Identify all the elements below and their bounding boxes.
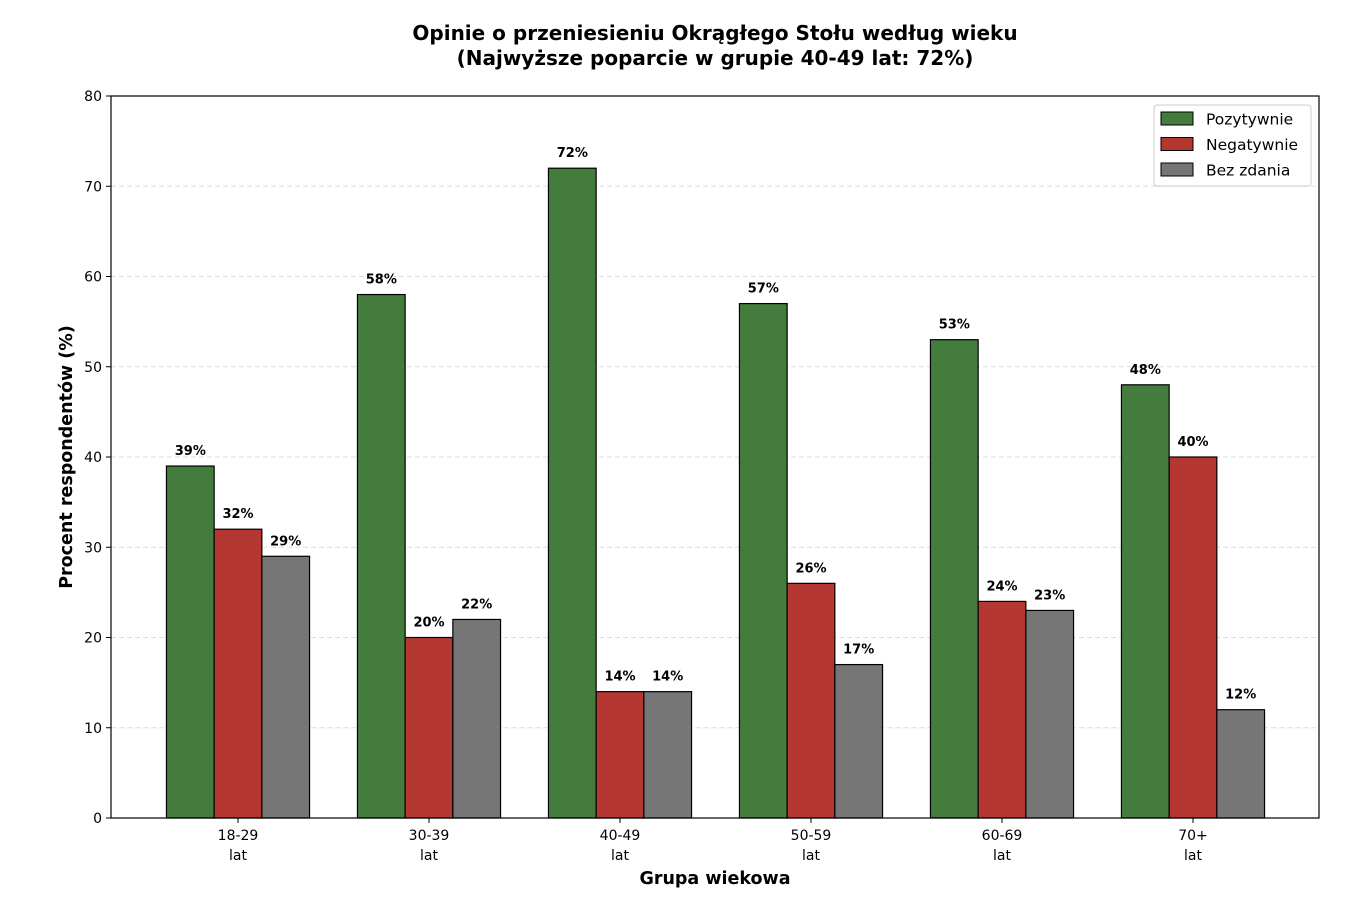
chart-subtitle: (Najwyższe poparcie w grupie 40-49 lat: … xyxy=(457,46,974,70)
x-tick-label-sub: lat xyxy=(993,848,1011,864)
data-label: 23% xyxy=(1034,588,1065,603)
bar-bez-zdania xyxy=(452,618,502,819)
y-tick-label: 80 xyxy=(84,89,102,105)
x-tick-label-sub: lat xyxy=(1184,848,1202,864)
data-label: 58% xyxy=(366,273,397,288)
data-label: 24% xyxy=(986,579,1017,594)
grid-lines xyxy=(111,185,1319,729)
bar-bez-zdania xyxy=(643,691,693,819)
data-label: 12% xyxy=(1225,688,1256,703)
x-tick-label-sub: lat xyxy=(420,848,438,864)
bar-negatywnie xyxy=(404,636,454,819)
y-tick-label: 60 xyxy=(84,270,102,286)
data-label: 32% xyxy=(222,507,253,522)
bar-pozytywnie xyxy=(1120,384,1170,819)
bar-negatywnie xyxy=(1168,456,1218,819)
data-label: 20% xyxy=(413,616,444,631)
x-axis: 18-29 lat 30-39 lat 40-49 lat 50-59 lat 60-69 lat… xyxy=(218,818,1208,864)
x-tick-label: 50-59 xyxy=(791,828,832,844)
legend-label: Negatywnie xyxy=(1206,136,1298,154)
data-label: 29% xyxy=(270,534,301,549)
x-tick-label: 60-69 xyxy=(982,828,1023,844)
x-tick-label: 70+ xyxy=(1178,828,1208,844)
y-axis: 0 10 20 30 40 50 60 70 80 xyxy=(84,89,111,827)
y-tick-label: 30 xyxy=(84,540,102,556)
y-tick-label: 50 xyxy=(84,360,102,376)
legend-label: Pozytywnie xyxy=(1206,111,1293,129)
data-label: 39% xyxy=(175,444,206,459)
bar-bez-zdania xyxy=(1216,709,1266,819)
data-label: 40% xyxy=(1177,435,1208,450)
data-label: 53% xyxy=(939,318,970,333)
x-tick-label-sub: lat xyxy=(802,848,820,864)
y-tick-label: 70 xyxy=(84,179,102,195)
data-labels-group: 39% 32% 29% 58% 20% 22% 72% 14% 14% 57% 26% 17% 53% 2… xyxy=(175,146,1257,703)
legend-swatch xyxy=(1160,111,1194,126)
x-tick-label: 40-49 xyxy=(600,828,641,844)
bar-pozytywnie xyxy=(356,293,406,819)
y-tick-label: 20 xyxy=(84,631,102,647)
bar-bez-zdania xyxy=(261,555,311,819)
x-tick-label-sub: lat xyxy=(229,848,247,864)
data-label: 14% xyxy=(604,670,635,685)
data-label: 22% xyxy=(461,597,492,612)
y-tick-label: 0 xyxy=(93,811,102,827)
x-tick-label: 18-29 xyxy=(218,828,259,844)
x-tick-label-sub: lat xyxy=(611,848,629,864)
bar-bez-zdania xyxy=(834,663,884,819)
bar-pozytywnie xyxy=(165,465,215,819)
bar-negatywnie xyxy=(977,600,1027,819)
legend-swatch xyxy=(1160,137,1194,151)
data-label: 26% xyxy=(795,561,826,576)
y-tick-label: 10 xyxy=(84,721,102,737)
x-axis-label: Grupa wiekowa xyxy=(639,869,790,889)
bar-pozytywnie xyxy=(547,167,597,819)
data-label: 14% xyxy=(652,670,683,685)
bar-bez-zdania xyxy=(1025,609,1075,819)
data-label: 72% xyxy=(557,146,588,161)
bar-negatywnie xyxy=(213,528,263,819)
chart-title: Opinie o przeniesieniu Okrągłego Stołu w… xyxy=(412,21,1017,45)
legend-label: Bez zdania xyxy=(1206,162,1290,180)
y-tick-label: 40 xyxy=(84,450,102,466)
x-tick-label: 30-39 xyxy=(409,828,450,844)
legend: Pozytywnie Negatywnie Bez zdania xyxy=(1153,104,1312,187)
data-label: 57% xyxy=(748,282,779,297)
data-label: 48% xyxy=(1130,363,1161,378)
bar-pozytywnie xyxy=(929,339,979,819)
bar-pozytywnie xyxy=(738,302,788,819)
data-label: 17% xyxy=(843,643,874,658)
bar-negatywnie xyxy=(595,691,645,819)
legend-swatch xyxy=(1160,162,1194,177)
bar-negatywnie xyxy=(786,582,836,819)
y-axis-label: Procent respondentów (%) xyxy=(57,325,77,589)
bars-group xyxy=(165,167,1266,819)
